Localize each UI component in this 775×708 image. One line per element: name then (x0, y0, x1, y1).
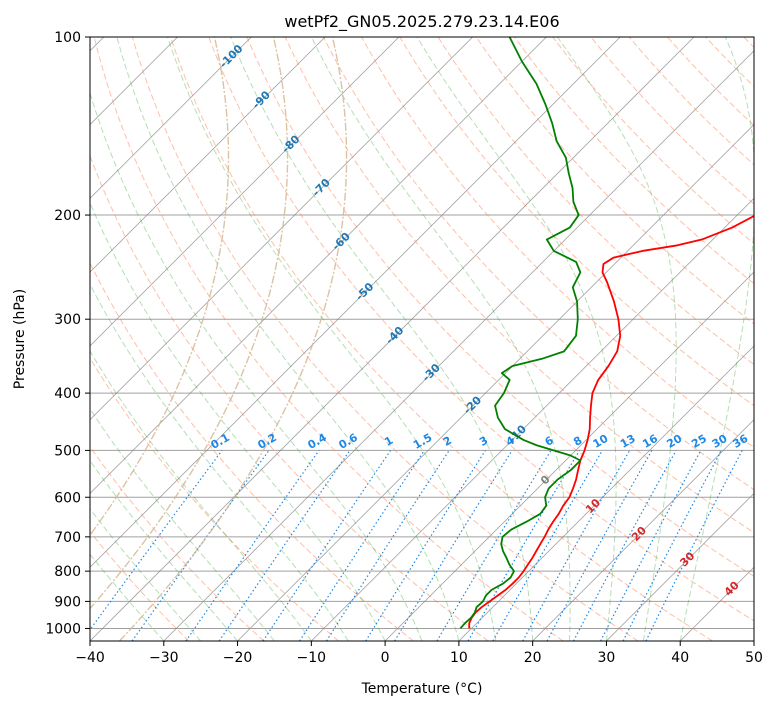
mixing-ratio-line (394, 450, 513, 641)
y-tick-label: 300 (54, 312, 81, 328)
x-tick-label: −40 (75, 650, 105, 666)
x-tick-label: 50 (745, 650, 763, 666)
y-tick-label: 900 (54, 594, 81, 610)
dry-adiabat-line (284, 37, 754, 534)
y-tick-label: 600 (54, 490, 81, 506)
profiles (459, 37, 754, 630)
y-tick-label: 800 (54, 564, 81, 580)
mixing-ratio-line (522, 450, 631, 641)
dewpoint-profile (459, 37, 582, 630)
moist-adiabat-line (90, 91, 423, 641)
y-tick-label: 1000 (45, 621, 81, 637)
mixing-ratio-line (622, 450, 722, 641)
dry-adiabats (90, 37, 754, 641)
moist-adiabats (90, 37, 754, 641)
chart-title: wetPf2_GN05.2025.279.23.14.E06 (284, 12, 559, 32)
isotherm-line (90, 37, 695, 641)
dry-adiabat-line (90, 261, 414, 641)
dry-adiabat-line (90, 154, 489, 641)
x-axis: −40 −30 −20 −10 0 10 20 30 40 50 (75, 641, 763, 666)
isotherm-line (90, 37, 252, 199)
reference-curve (118, 37, 348, 641)
isotherm-line (90, 37, 400, 347)
y-tick-label: 500 (54, 443, 81, 459)
y-tick-label: 400 (54, 386, 81, 402)
moist-adiabat-line (90, 201, 386, 641)
x-tick-label: 30 (598, 650, 616, 666)
moist-adiabat-line (90, 553, 165, 641)
dry-adiabat-line (361, 37, 754, 449)
moist-adiabat-line (310, 37, 571, 641)
isotherm-line (606, 492, 754, 641)
y-tick-label: 100 (54, 30, 81, 46)
isotherm-line (90, 37, 621, 568)
mixing-ratio-line (325, 450, 450, 641)
isotherm-grid (90, 37, 754, 641)
plot-area: 0.1 0.2 0.4 0.6 1 1.5 2 3 4 6 8 10 13 16 20 25 30 36-100-… (90, 37, 754, 641)
isotherm-line (90, 37, 547, 495)
dry-adiabat-line (90, 530, 190, 641)
moist-adiabat-line (557, 37, 677, 641)
y-axis-label: Pressure (hPa) (12, 289, 28, 389)
isotherm-line (90, 37, 326, 273)
x-tick-label: 40 (671, 650, 689, 666)
mixing-ratio-line (262, 450, 392, 641)
dry-adiabat-line (170, 37, 713, 641)
moist-adiabat-line (679, 37, 754, 641)
moist-adiabat-line (90, 283, 349, 641)
x-tick-label: 20 (524, 650, 542, 666)
mixing-ratio-line (299, 450, 425, 641)
x-tick-label: 10 (450, 650, 468, 666)
moist-adiabat-line (416, 37, 617, 641)
isotherm-line (384, 271, 754, 641)
x-tick-label: −20 (223, 650, 253, 666)
y-tick-label: 200 (54, 208, 81, 224)
dry-adiabat-line (475, 37, 754, 325)
moist-adiabat-line (90, 459, 238, 641)
dry-adiabat-line (90, 445, 265, 641)
moist-adiabat-line (90, 350, 312, 641)
x-tick-label: 0 (381, 650, 390, 666)
isobar-grid (90, 37, 754, 629)
moist-adiabat-line (90, 507, 202, 641)
reference-curve (90, 37, 230, 537)
isotherm-line (458, 345, 754, 641)
mixing-ratio-line (573, 450, 677, 641)
dry-adiabat-line (208, 37, 754, 622)
isotherm-line (237, 123, 754, 641)
isotherm-line (90, 37, 473, 421)
reference-curves (90, 37, 348, 641)
dry-adiabat-line (93, 37, 564, 641)
moist-adiabat-line (90, 407, 275, 641)
dry-adiabat-line (514, 37, 754, 285)
dry-adiabat-line (246, 37, 754, 577)
dry-adiabat-line (399, 37, 754, 407)
moist-adiabat-line (230, 37, 534, 641)
plot-frame (89, 36, 755, 642)
isotherm-line (163, 50, 754, 641)
x-tick-label: −30 (149, 650, 179, 666)
mixing-ratio-line (185, 450, 320, 641)
mixing-ratio-line (218, 450, 351, 641)
mixing-ratio-line (645, 450, 743, 641)
isotherm-line (532, 419, 754, 641)
mixing-ratio-line (546, 450, 653, 641)
x-tick-label: −10 (297, 650, 327, 666)
y-axis: 100 200 300 400 500 600 700 800 900 1000 (45, 30, 90, 637)
moist-adiabat-line (167, 37, 497, 641)
reference-curve (90, 37, 289, 610)
moist-adiabat-line (116, 37, 460, 641)
y-tick-label: 700 (54, 530, 81, 546)
mixing-ratio-line (90, 450, 223, 631)
dry-adiabat-line (131, 37, 639, 641)
x-axis-label: Temperature (°C) (361, 681, 483, 697)
mixing-ratio-lines (90, 450, 743, 641)
temperature-profile (468, 214, 754, 629)
